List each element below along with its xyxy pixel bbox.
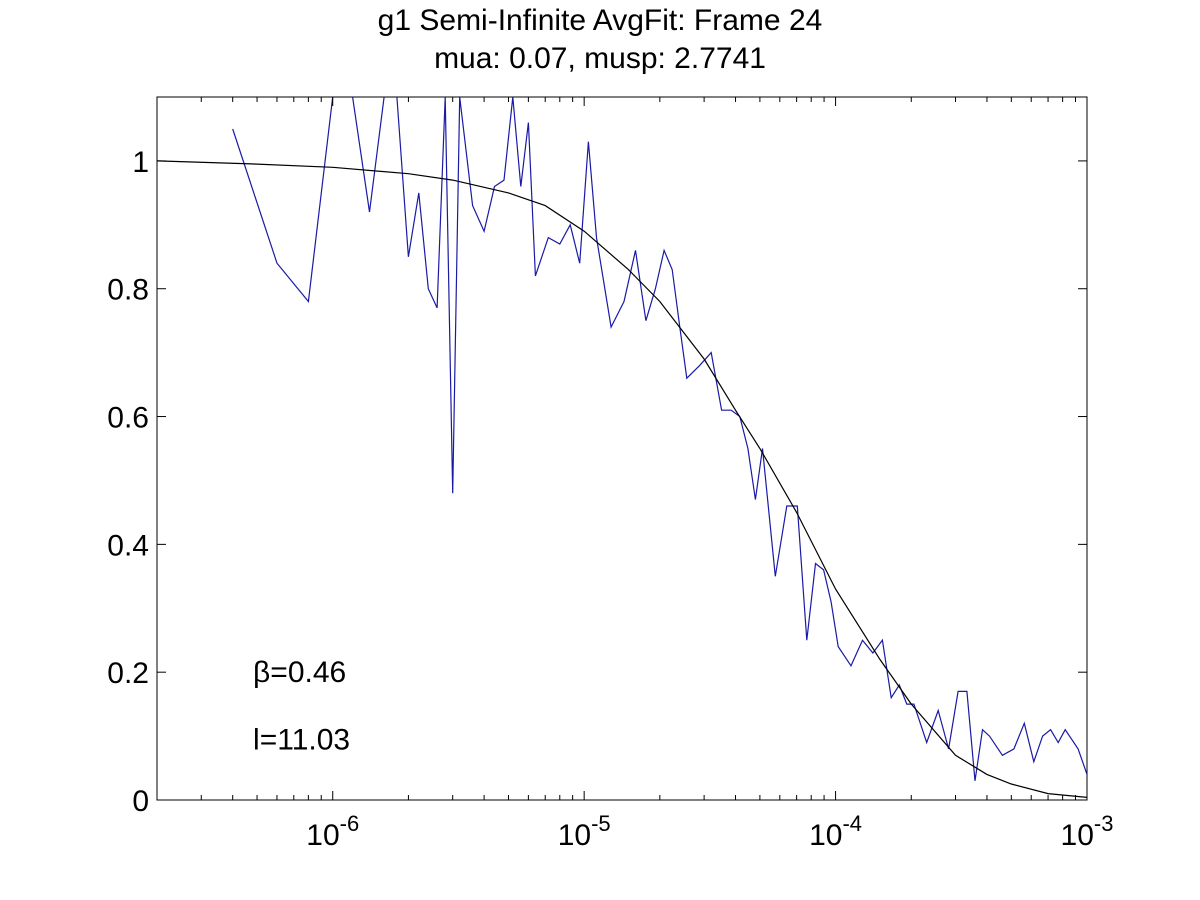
y-tick-label: 0 xyxy=(132,785,149,818)
x-tick-label: 10-4 xyxy=(809,811,862,852)
l-annotation: l=11.03 xyxy=(253,723,350,756)
chart-subtitle: mua: 0.07, musp: 2.7741 xyxy=(434,42,766,75)
y-tick-label: 0.6 xyxy=(107,402,149,435)
y-tick-label: 0.4 xyxy=(107,529,149,562)
fit-series-line xyxy=(157,160,1087,798)
x-tick-label: 10-6 xyxy=(306,811,359,852)
data-series-line xyxy=(232,97,1087,781)
y-tick-label: 1 xyxy=(132,146,149,179)
y-tick-label: 0.8 xyxy=(107,274,149,307)
x-tick-label: 10-3 xyxy=(1061,811,1114,852)
y-tick-label: 0.2 xyxy=(107,657,149,690)
beta-annotation: β=0.46 xyxy=(253,656,346,689)
x-tick-label: 10-5 xyxy=(558,811,611,852)
axes-box xyxy=(156,96,1088,801)
chart-title: g1 Semi-Infinite AvgFit: Frame 24 xyxy=(377,4,823,37)
